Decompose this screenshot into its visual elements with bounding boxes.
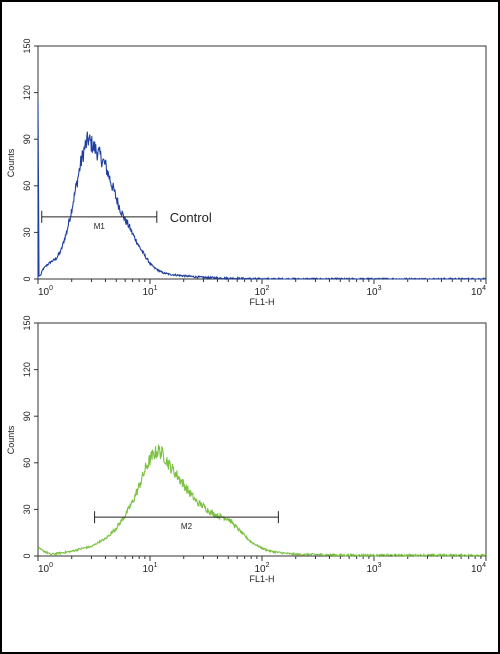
histogram-series: [37, 444, 487, 558]
x-tick-label: 102: [254, 562, 269, 575]
m2-histogram-panel: 0 30 60 90 120 150 100 101 102 103 104 FL1-H Counts M…: [6, 315, 487, 584]
plot-area-border: [37, 322, 487, 557]
x-tick-label: 102: [254, 285, 269, 298]
y-tick-label: 150: [22, 38, 32, 53]
x-tick-label: 101: [142, 562, 157, 575]
x-axis-label: FL1-H: [249, 297, 274, 307]
y-tick-label: 30: [22, 504, 32, 514]
y-tick-label: 0: [22, 276, 32, 281]
marker-label: M1: [94, 222, 106, 231]
y-tick-label: 120: [22, 85, 32, 100]
x-tick-label: 100: [38, 285, 53, 298]
x-tick-label: 103: [366, 562, 381, 575]
y-axis-label: Counts: [6, 148, 16, 177]
y-tick-label: 0: [22, 553, 32, 558]
y-tick-label: 30: [22, 227, 32, 237]
y-tick-label: 90: [22, 411, 32, 421]
y-tick-label: 90: [22, 134, 32, 144]
control-histogram-panel: 0 30 60 90 120 150 100 101 102 103 104 FL1-H Counts M…: [6, 38, 487, 307]
x-axis-label: FL1-H: [249, 574, 274, 584]
y-tick-label: 150: [22, 315, 32, 330]
x-tick-label: 101: [142, 285, 157, 298]
annotation-label: Control: [170, 210, 212, 225]
x-tick-label: 104: [471, 285, 486, 298]
histogram-series: [37, 100, 487, 281]
y-tick-label: 120: [22, 362, 32, 377]
x-tick-label: 100: [38, 562, 53, 575]
y-axis-label: Counts: [6, 425, 16, 454]
y-tick-label: 60: [22, 181, 32, 191]
x-tick-label: 103: [366, 285, 381, 298]
y-tick-label: 60: [22, 458, 32, 468]
marker-label: M2: [181, 522, 193, 531]
x-tick-label: 104: [471, 562, 486, 575]
